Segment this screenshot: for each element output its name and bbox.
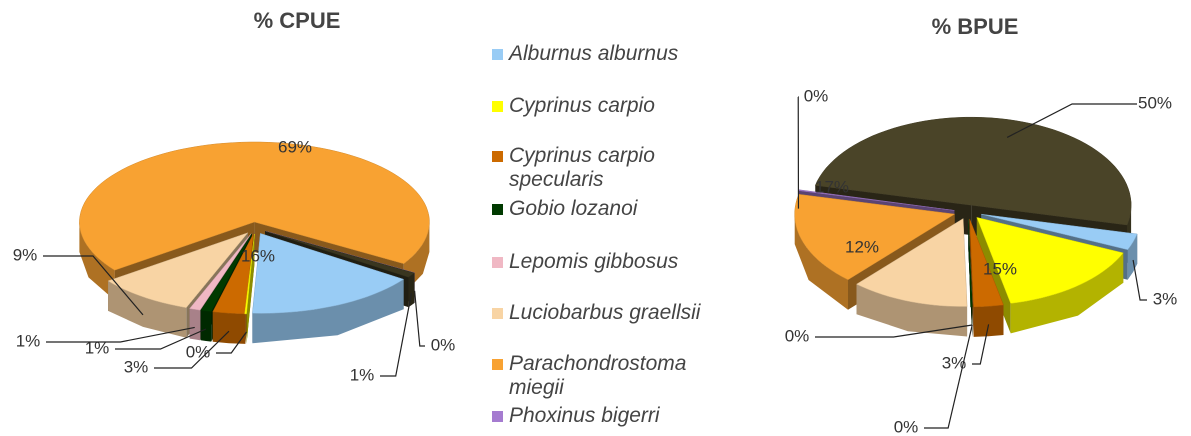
leader-line: [1132, 259, 1147, 301]
legend-item: Lepomis gibbosus: [492, 250, 678, 274]
legend-item: Cyprinus carpio specularis: [492, 144, 724, 192]
slice-side: [212, 311, 246, 344]
chart-title: % CPUE: [254, 8, 341, 33]
slice: [968, 218, 973, 308]
legend-item: Gobio lozanoi: [492, 197, 637, 221]
data-label: 17%: [815, 177, 849, 196]
legend-label: Luciobarbus graellsii: [509, 301, 701, 324]
legend-item: Luciobarbus graellsii: [492, 301, 700, 325]
legend-label: Parachondrostoma miegii: [509, 352, 687, 399]
data-label: 0%: [431, 335, 456, 354]
data-label: 50%: [1138, 93, 1172, 112]
data-label: 0%: [186, 342, 211, 361]
legend-label: Cyprinus carpio specularis: [509, 144, 655, 191]
legend-item: Parachondrostoma miegii: [492, 352, 724, 400]
legend-swatch: [492, 151, 503, 162]
chart-title: % BPUE: [932, 14, 1019, 39]
legend-label: Phoxinus bigerri: [509, 404, 660, 427]
data-label: 3%: [1153, 289, 1178, 308]
leader-line: [115, 328, 207, 350]
legend-label: Lepomis gibbosus: [509, 250, 679, 273]
data-label: 12%: [845, 237, 879, 256]
slice: [107, 232, 249, 308]
slice-side: [108, 280, 187, 338]
legend-label: Gobio lozanoi: [509, 197, 638, 220]
slice: [794, 194, 956, 280]
slice: [976, 217, 1124, 304]
legend-label: Cyprinus carpio: [509, 94, 655, 117]
leader-line: [815, 324, 973, 338]
data-label: 1%: [85, 338, 110, 357]
leader-line: [216, 331, 248, 354]
leader-line: [972, 324, 990, 365]
legend-swatch: [492, 411, 503, 422]
data-label: 1%: [350, 365, 375, 384]
slice: [981, 213, 1138, 250]
slice: [79, 141, 430, 271]
slice-side: [200, 310, 212, 342]
data-label: 3%: [942, 353, 967, 372]
data-label: 3%: [124, 357, 149, 376]
data-label: 69%: [278, 137, 312, 156]
leader-line: [414, 290, 425, 347]
leader-line: [154, 330, 230, 369]
slice-side: [252, 279, 404, 344]
legend-swatch: [492, 204, 503, 215]
slice: [814, 116, 1132, 226]
slice: [244, 233, 255, 315]
data-label: 9%: [13, 245, 38, 264]
legend-swatch: [492, 257, 503, 268]
data-label: 15%: [983, 259, 1017, 278]
data-label: 0%: [804, 86, 829, 105]
legend-item: Phoxinus bigerri: [492, 404, 660, 428]
slice-wall: [246, 233, 255, 344]
data-label: 0%: [785, 326, 810, 345]
legend-item: Alburnus alburnus: [492, 42, 678, 66]
slice: [264, 231, 415, 278]
legend-swatch: [492, 49, 503, 60]
slice: [855, 218, 968, 307]
legend-swatch: [492, 101, 503, 112]
data-label: 16%: [241, 246, 275, 265]
slice: [969, 218, 1004, 308]
slice-side: [856, 284, 968, 337]
slice-wall: [969, 218, 974, 337]
data-label: 1%: [16, 331, 41, 350]
data-label: 0%: [894, 417, 919, 436]
legend-swatch: [492, 359, 503, 370]
slice: [252, 233, 405, 314]
leader-line: [43, 255, 144, 316]
leader-line: [46, 326, 195, 343]
legend-label: Alburnus alburnus: [509, 42, 679, 65]
legend-swatch: [492, 308, 503, 319]
leader-line: [1006, 103, 1137, 138]
slice-side: [1010, 252, 1124, 334]
legend-item: Cyprinus carpio: [492, 94, 655, 118]
slice: [200, 233, 253, 312]
leader-line: [380, 292, 413, 377]
leader-line: [924, 324, 973, 429]
slice: [189, 233, 252, 311]
slice-side: [973, 305, 1004, 337]
slice-side: [794, 214, 848, 310]
